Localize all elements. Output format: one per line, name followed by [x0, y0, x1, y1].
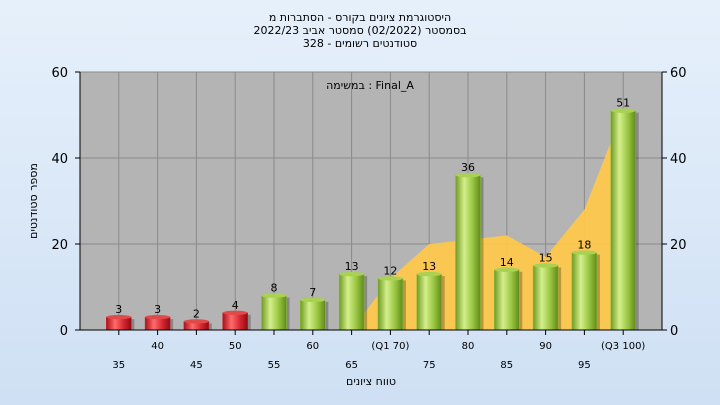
bar-top: [494, 267, 520, 272]
value-label: 3: [154, 303, 161, 316]
y-axis-label: מספר סטודנטים: [27, 163, 40, 239]
bar-75: [416, 271, 445, 331]
bar-top: [533, 263, 559, 268]
bar-(Q1 70): [377, 276, 406, 331]
bar: [532, 265, 559, 331]
x-axis-label: טווח ציונים: [346, 375, 396, 388]
x-tick-label: 45: [190, 360, 203, 371]
bar-top: [455, 173, 481, 178]
bar-top: [145, 314, 171, 320]
x-tick-label: 65: [345, 360, 358, 371]
bar: [377, 278, 404, 331]
bar-35: [106, 314, 135, 331]
bar-top: [377, 276, 403, 281]
x-tick-label: 80: [462, 341, 475, 352]
y-tick-label-left: 0: [60, 324, 68, 339]
bar-top: [261, 293, 287, 298]
bar: [571, 252, 598, 331]
title-line-3: 328 - סטודנטים רשומים: [303, 37, 417, 50]
bar-top: [300, 297, 326, 303]
bar-(Q3 100): [610, 108, 639, 331]
value-label: 13: [345, 260, 359, 273]
value-label: 2: [193, 307, 200, 320]
value-label: 18: [577, 239, 591, 252]
value-label: 12: [383, 264, 397, 277]
y-tick-label-right: 40: [670, 152, 687, 167]
value-label: 51: [616, 97, 630, 110]
value-label: 4: [232, 299, 239, 312]
value-labels: 3 3 2 4 8 7 13 12 13 36 14 15 18 51: [115, 97, 630, 321]
bar-85: [494, 267, 523, 331]
bar-top: [339, 271, 365, 277]
chart-title: היסטוגרמת ציונים בקורס - הסתברות מ בסמסט…: [253, 11, 466, 50]
bar: [494, 269, 520, 331]
bar-55: [261, 293, 290, 331]
value-label: 7: [309, 286, 316, 299]
bar-top: [610, 108, 636, 113]
bar-60: [300, 297, 329, 331]
bar: [455, 174, 481, 331]
x-tick-label: (Q1 70): [371, 341, 409, 352]
value-label: 14: [500, 256, 514, 269]
value-label: 8: [271, 282, 278, 295]
bar: [338, 273, 365, 331]
value-label: 15: [539, 252, 553, 265]
task-annotation: במשימה : Final_A: [326, 79, 414, 92]
bar: [261, 295, 287, 331]
x-tick-label: 55: [268, 360, 281, 371]
value-label: 3: [115, 303, 122, 316]
bar: [300, 299, 326, 331]
x-tick-label: 50: [229, 341, 242, 352]
bar: [222, 312, 248, 331]
x-tick-label: 60: [306, 341, 319, 352]
value-label: 13: [422, 260, 436, 273]
y-tick-label-left: 40: [51, 152, 68, 167]
x-axis: 35 40 45 50 55 60 65 (Q1 70) 75 80 85 90 95 (Q3 100): [80, 329, 662, 371]
bar-top: [222, 310, 248, 315]
bar-95: [571, 250, 600, 331]
x-tick-label: (Q3 100): [601, 341, 645, 352]
x-tick-label: 75: [423, 360, 436, 371]
bar-50: [222, 310, 251, 331]
bar-series: [106, 108, 639, 331]
x-tick-label: 95: [578, 360, 591, 371]
y-tick-label-left: 60: [51, 66, 68, 81]
bar-90: [532, 263, 562, 331]
bar-top: [571, 250, 597, 255]
x-tick-label: 90: [539, 341, 552, 352]
x-tick-label: 40: [151, 341, 164, 352]
bar-top: [106, 314, 132, 320]
bar: [610, 110, 636, 331]
y-tick-label-left: 20: [51, 238, 68, 253]
bar-45: [183, 319, 212, 331]
y-tick-label-right: 0: [670, 324, 678, 339]
bar-top: [416, 271, 442, 277]
title-line-2: בסמסטר (02/2022) סמסטר אביב 2022/23: [253, 24, 466, 37]
bar-65: [338, 271, 368, 331]
y-axis-right: 0 20 40 60: [661, 66, 687, 339]
x-tick-label: 35: [112, 360, 125, 371]
bar-80: [455, 173, 484, 331]
title-line-1: היסטוגרמת ציונים בקורס - הסתברות מ: [269, 11, 451, 24]
bar-top: [183, 319, 209, 324]
bar: [416, 273, 442, 331]
value-label: 36: [461, 161, 475, 174]
y-axis-left: 0 20 40 60: [51, 66, 81, 339]
y-tick-label-right: 60: [670, 66, 687, 81]
y-tick-label-right: 20: [670, 238, 687, 253]
bar-40: [144, 314, 174, 331]
x-tick-label: 85: [500, 360, 513, 371]
